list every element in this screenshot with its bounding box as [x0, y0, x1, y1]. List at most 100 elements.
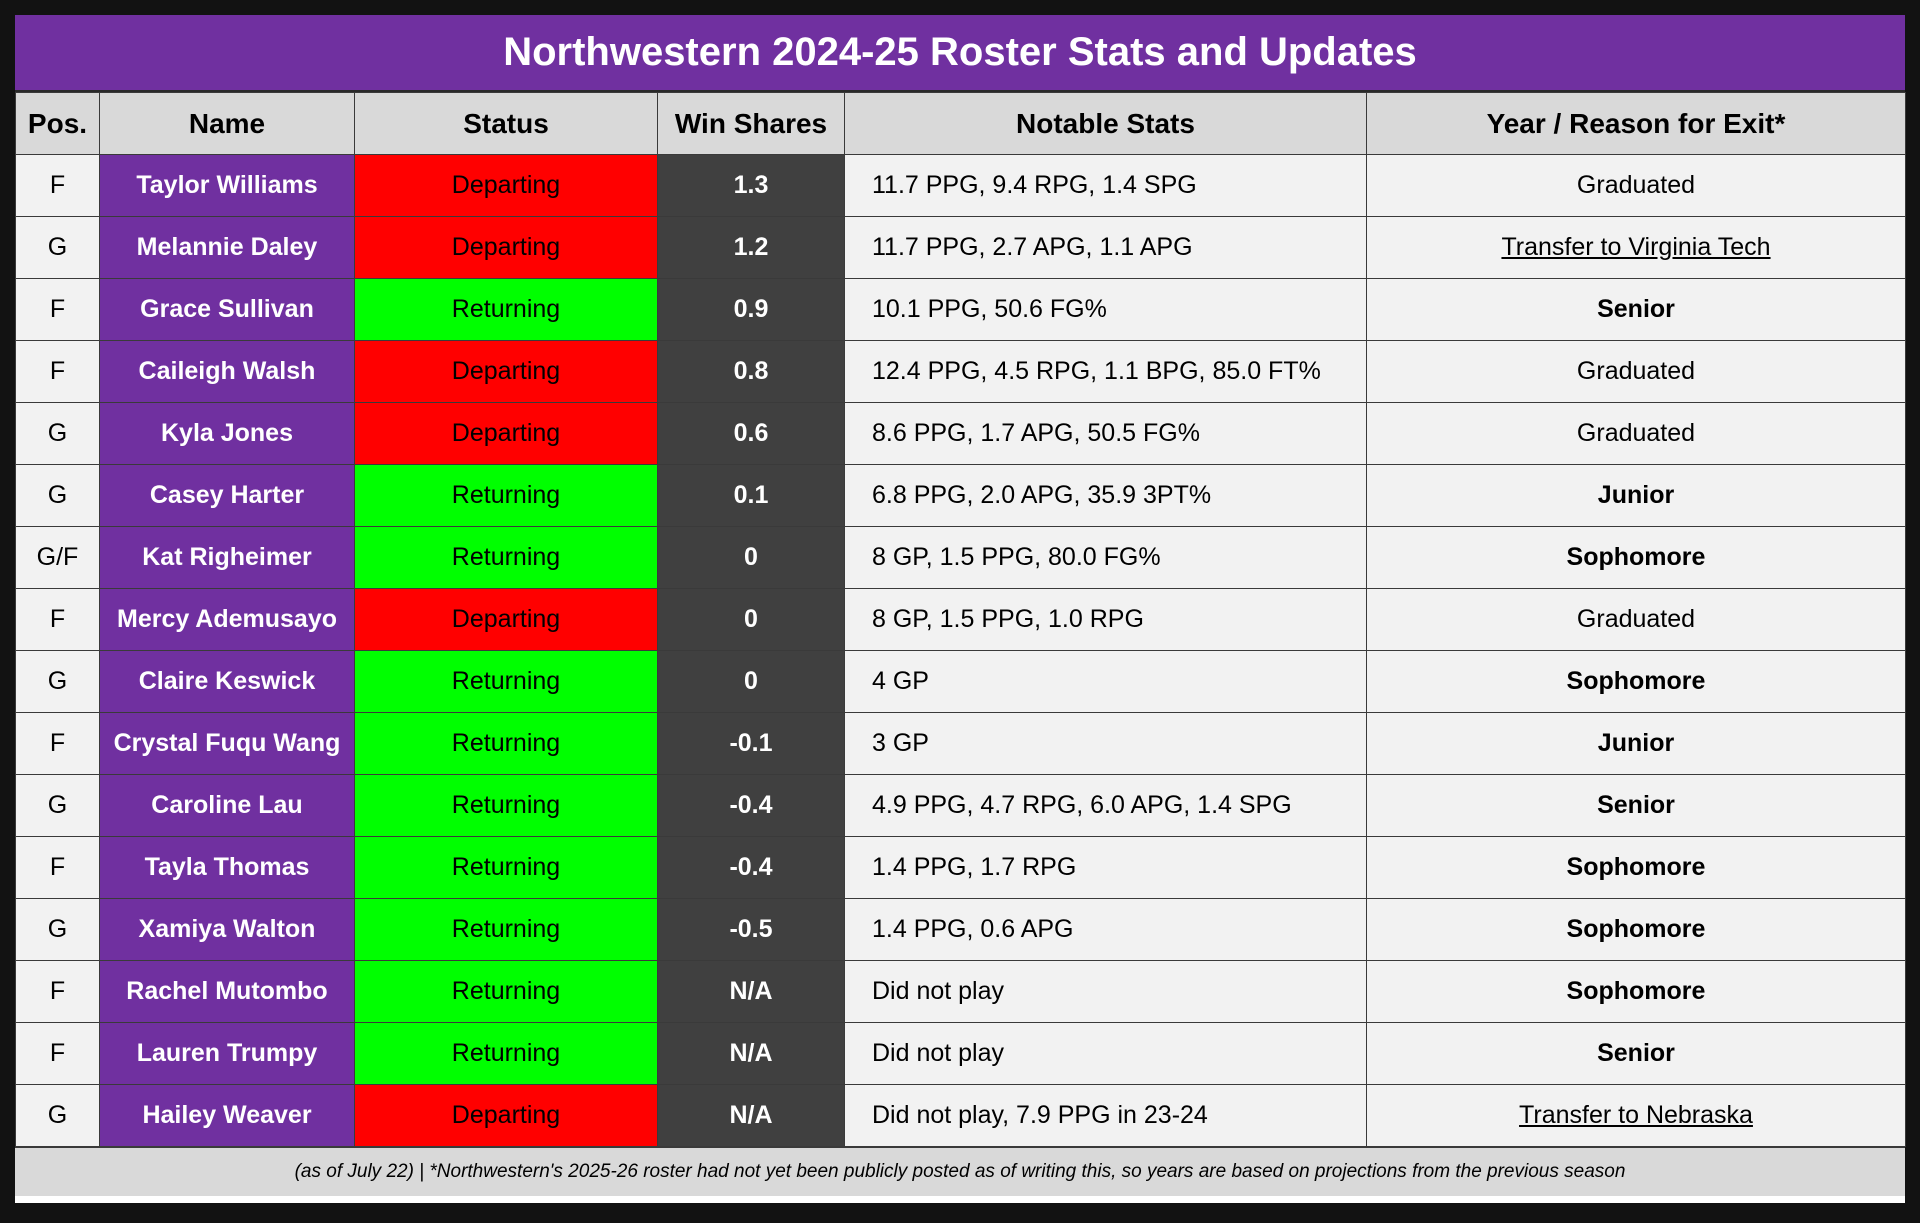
player-name-cell: Rachel Mutombo: [99, 960, 355, 1023]
status-cell: Returning: [354, 712, 658, 775]
player-name-cell: Mercy Ademusayo: [99, 588, 355, 651]
table-row: F Grace Sullivan Returning 0.9 10.1 PPG, 50.…: [15, 278, 1906, 341]
win-shares-cell: N/A: [657, 960, 845, 1023]
win-shares-cell: -0.4: [657, 836, 845, 899]
notable-stats-cell: 8.6 PPG, 1.7 APG, 50.5 FG%: [844, 402, 1367, 465]
pos-cell: F: [15, 588, 100, 651]
column-header-year-reason: Year / Reason for Exit*: [1366, 92, 1906, 155]
table-row: G Melannie Daley Departing 1.2 11.7 PPG, 2.7…: [15, 216, 1906, 279]
table-row: F Crystal Fuqu Wang Returning -0.1 3 GP Junio…: [15, 712, 1906, 775]
year-text: Sophomore: [1566, 667, 1706, 695]
transfer-link[interactable]: Transfer to Nebraska: [1519, 1101, 1753, 1129]
table-row: F Tayla Thomas Returning -0.4 1.4 PPG, 1.7 R…: [15, 836, 1906, 899]
win-shares-cell: 0.9: [657, 278, 845, 341]
win-shares-cell: 0.8: [657, 340, 845, 403]
roster-table: Pos. Name Status Win Shares Notable Stat…: [15, 92, 1906, 1147]
year-reason-cell: Graduated: [1366, 340, 1906, 403]
notable-stats-cell: 11.7 PPG, 9.4 RPG, 1.4 SPG: [844, 154, 1367, 217]
win-shares-cell: 0: [657, 650, 845, 713]
table-row: F Rachel Mutombo Returning N/A Did not play S…: [15, 960, 1906, 1023]
year-reason-cell: Senior: [1366, 1022, 1906, 1085]
player-name-cell: Grace Sullivan: [99, 278, 355, 341]
year-reason-cell: Senior: [1366, 278, 1906, 341]
notable-stats-cell: 8 GP, 1.5 PPG, 80.0 FG%: [844, 526, 1367, 589]
win-shares-cell: N/A: [657, 1022, 845, 1085]
notable-stats-cell: 10.1 PPG, 50.6 FG%: [844, 278, 1367, 341]
status-cell: Returning: [354, 960, 658, 1023]
notable-stats-cell: Did not play, 7.9 PPG in 23-24: [844, 1084, 1367, 1147]
player-name-cell: Taylor Williams: [99, 154, 355, 217]
notable-stats-cell: Did not play: [844, 960, 1367, 1023]
year-reason-cell: Senior: [1366, 774, 1906, 837]
pos-cell: F: [15, 960, 100, 1023]
win-shares-cell: 0.6: [657, 402, 845, 465]
pos-cell: G: [15, 402, 100, 465]
notable-stats-cell: 4 GP: [844, 650, 1367, 713]
year-text: Graduated: [1576, 605, 1696, 633]
table-row: G Claire Keswick Returning 0 4 GP Sophomore: [15, 650, 1906, 713]
win-shares-cell: 0: [657, 526, 845, 589]
pos-cell: F: [15, 278, 100, 341]
status-cell: Returning: [354, 278, 658, 341]
year-reason-cell: Sophomore: [1366, 526, 1906, 589]
pos-cell: G: [15, 464, 100, 527]
year-text: Senior: [1597, 1039, 1675, 1067]
status-cell: Departing: [354, 340, 658, 403]
roster-graphic: Northwestern 2024-25 Roster Stats and Up…: [15, 15, 1906, 1203]
table-row: G Kyla Jones Departing 0.6 8.6 PPG, 1.7 APG,…: [15, 402, 1906, 465]
status-cell: Returning: [354, 1022, 658, 1085]
status-cell: Returning: [354, 774, 658, 837]
win-shares-cell: 0.1: [657, 464, 845, 527]
status-cell: Returning: [354, 464, 658, 527]
player-name-cell: Caileigh Walsh: [99, 340, 355, 403]
status-cell: Departing: [354, 402, 658, 465]
table-row: G/F Kat Righeimer Returning 0 8 GP, 1.5 PPG,…: [15, 526, 1906, 589]
status-cell: Departing: [354, 1084, 658, 1147]
header-row: Pos. Name Status Win Shares Notable Stat…: [15, 92, 1906, 155]
pos-cell: F: [15, 340, 100, 403]
year-text: Sophomore: [1566, 853, 1706, 881]
year-reason-cell: Sophomore: [1366, 650, 1906, 713]
player-name-cell: Kyla Jones: [99, 402, 355, 465]
year-text: Senior: [1597, 791, 1675, 819]
win-shares-cell: -0.5: [657, 898, 845, 961]
year-text: Graduated: [1576, 419, 1696, 447]
player-name-cell: Tayla Thomas: [99, 836, 355, 899]
player-name-cell: Crystal Fuqu Wang: [99, 712, 355, 775]
page-title: Northwestern 2024-25 Roster Stats and Up…: [15, 15, 1905, 92]
win-shares-cell: N/A: [657, 1084, 845, 1147]
status-cell: Departing: [354, 154, 658, 217]
notable-stats-cell: 4.9 PPG, 4.7 RPG, 6.0 APG, 1.4 SPG: [844, 774, 1367, 837]
status-cell: Returning: [354, 836, 658, 899]
pos-cell: G: [15, 898, 100, 961]
win-shares-cell: -0.4: [657, 774, 845, 837]
pos-cell: F: [15, 712, 100, 775]
status-cell: Returning: [354, 526, 658, 589]
column-header-win-shares: Win Shares: [657, 92, 845, 155]
column-header-name: Name: [99, 92, 355, 155]
transfer-link[interactable]: Transfer to Virginia Tech: [1501, 233, 1771, 261]
player-name-cell: Melannie Daley: [99, 216, 355, 279]
notable-stats-cell: 3 GP: [844, 712, 1367, 775]
player-name-cell: Claire Keswick: [99, 650, 355, 713]
table-row: F Caileigh Walsh Departing 0.8 12.4 PPG, 4.5…: [15, 340, 1906, 403]
year-reason-cell: Transfer to Virginia Tech: [1366, 216, 1906, 279]
column-header-status: Status: [354, 92, 658, 155]
notable-stats-cell: Did not play: [844, 1022, 1367, 1085]
notable-stats-cell: 6.8 PPG, 2.0 APG, 35.9 3PT%: [844, 464, 1367, 527]
year-reason-cell: Sophomore: [1366, 836, 1906, 899]
year-reason-cell: Graduated: [1366, 402, 1906, 465]
year-reason-cell: Transfer to Nebraska: [1366, 1084, 1906, 1147]
notable-stats-cell: 1.4 PPG, 1.7 RPG: [844, 836, 1367, 899]
year-reason-cell: Graduated: [1366, 154, 1906, 217]
year-text: Junior: [1597, 481, 1675, 509]
table-row: F Taylor Williams Departing 1.3 11.7 PPG, 9.…: [15, 154, 1906, 217]
win-shares-cell: -0.1: [657, 712, 845, 775]
win-shares-cell: 1.3: [657, 154, 845, 217]
player-name-cell: Kat Righeimer: [99, 526, 355, 589]
column-header-notable-stats: Notable Stats: [844, 92, 1367, 155]
pos-cell: G: [15, 650, 100, 713]
notable-stats-cell: 11.7 PPG, 2.7 APG, 1.1 APG: [844, 216, 1367, 279]
year-reason-cell: Junior: [1366, 464, 1906, 527]
pos-cell: F: [15, 836, 100, 899]
